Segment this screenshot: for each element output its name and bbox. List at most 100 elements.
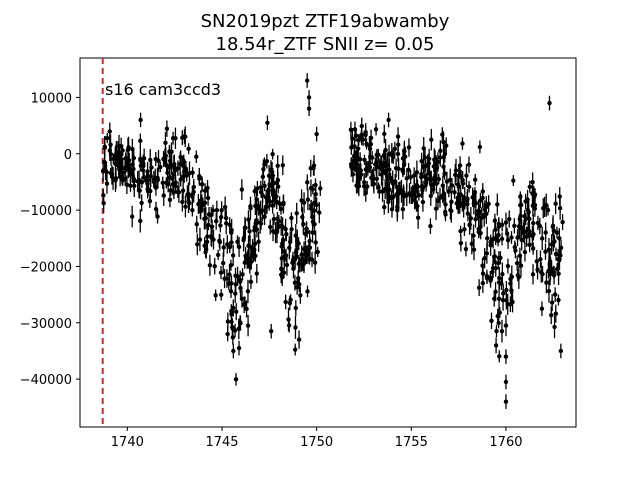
data-point bbox=[363, 190, 368, 196]
x-tick-label: 1750 bbox=[300, 435, 333, 450]
data-point bbox=[499, 328, 505, 334]
data-point bbox=[530, 272, 536, 277]
data-point bbox=[314, 131, 319, 137]
data-point bbox=[476, 285, 482, 290]
data-point bbox=[400, 169, 406, 174]
data-point bbox=[208, 233, 214, 239]
data-point bbox=[539, 306, 545, 311]
data-point bbox=[386, 117, 391, 123]
data-point bbox=[516, 275, 522, 280]
data-point bbox=[401, 194, 407, 199]
data-point bbox=[364, 166, 369, 172]
data-point bbox=[225, 319, 231, 324]
data-point bbox=[503, 354, 509, 359]
data-point bbox=[415, 203, 420, 209]
data-point bbox=[490, 269, 495, 275]
data-point bbox=[357, 157, 363, 162]
data-point bbox=[178, 154, 183, 160]
y-tick-label: −10000 bbox=[20, 204, 72, 219]
data-point bbox=[266, 173, 272, 179]
data-point bbox=[313, 191, 318, 197]
data-point bbox=[299, 198, 304, 203]
data-point bbox=[224, 276, 230, 281]
data-point bbox=[535, 267, 540, 272]
data-point bbox=[522, 214, 527, 219]
data-point bbox=[478, 198, 483, 203]
data-point bbox=[292, 280, 298, 285]
data-point bbox=[184, 173, 189, 178]
data-point bbox=[552, 292, 558, 297]
x-axis: 1740 1745 1750 1755 1760 bbox=[111, 427, 523, 450]
data-point bbox=[301, 221, 306, 227]
data-point bbox=[234, 309, 239, 314]
data-point bbox=[530, 179, 535, 185]
data-point bbox=[141, 156, 147, 161]
data-point bbox=[530, 203, 536, 208]
data-point bbox=[531, 193, 536, 198]
data-point bbox=[180, 135, 185, 140]
data-point bbox=[145, 189, 151, 194]
data-point bbox=[400, 156, 406, 161]
data-point bbox=[243, 253, 248, 258]
data-point bbox=[107, 129, 112, 134]
data-point bbox=[229, 240, 234, 245]
data-point bbox=[464, 173, 469, 178]
data-point bbox=[260, 208, 265, 213]
data-point bbox=[173, 136, 178, 141]
data-point bbox=[547, 271, 553, 277]
data-point bbox=[514, 260, 520, 266]
data-point bbox=[312, 260, 318, 265]
data-point bbox=[254, 271, 260, 276]
data-point bbox=[497, 275, 502, 281]
data-point bbox=[512, 223, 517, 228]
data-point bbox=[286, 323, 292, 328]
data-point bbox=[129, 214, 135, 219]
data-point bbox=[271, 217, 277, 222]
data-point bbox=[197, 237, 203, 242]
data-point bbox=[391, 155, 396, 160]
data-point bbox=[462, 227, 467, 232]
data-point bbox=[136, 177, 142, 183]
data-point bbox=[472, 177, 478, 182]
data-point bbox=[396, 166, 401, 171]
data-point bbox=[205, 195, 211, 201]
data-point bbox=[549, 300, 555, 305]
data-point bbox=[560, 219, 565, 225]
data-point bbox=[458, 241, 464, 246]
data-point bbox=[275, 184, 281, 189]
data-point bbox=[281, 270, 287, 275]
data-point bbox=[276, 225, 281, 230]
data-point bbox=[352, 127, 358, 132]
data-point bbox=[186, 146, 191, 151]
data-point bbox=[549, 313, 554, 318]
data-point bbox=[289, 227, 294, 232]
data-point bbox=[395, 151, 401, 157]
data-point bbox=[480, 263, 485, 268]
data-point bbox=[238, 320, 243, 326]
data-point bbox=[229, 312, 234, 317]
data-point bbox=[180, 199, 185, 205]
data-point bbox=[458, 174, 464, 179]
data-point bbox=[227, 222, 232, 228]
data-point bbox=[508, 302, 513, 307]
data-point bbox=[503, 323, 509, 328]
data-point bbox=[294, 284, 300, 290]
data-point bbox=[350, 172, 356, 177]
data-point bbox=[495, 202, 500, 207]
data-point bbox=[513, 248, 518, 253]
data-point bbox=[391, 194, 396, 199]
data-point bbox=[541, 206, 546, 211]
data-point bbox=[433, 206, 439, 211]
data-point bbox=[293, 305, 299, 311]
data-point bbox=[283, 226, 288, 232]
data-point bbox=[499, 222, 505, 228]
data-point bbox=[281, 201, 286, 207]
data-point bbox=[432, 157, 438, 163]
data-point bbox=[215, 252, 221, 258]
data-point bbox=[484, 204, 489, 210]
x-tick-label: 1745 bbox=[205, 435, 238, 450]
data-point bbox=[231, 305, 236, 311]
chart-annotation: s16 cam3ccd3 bbox=[105, 80, 221, 99]
data-point bbox=[305, 197, 311, 202]
data-point bbox=[213, 219, 219, 224]
